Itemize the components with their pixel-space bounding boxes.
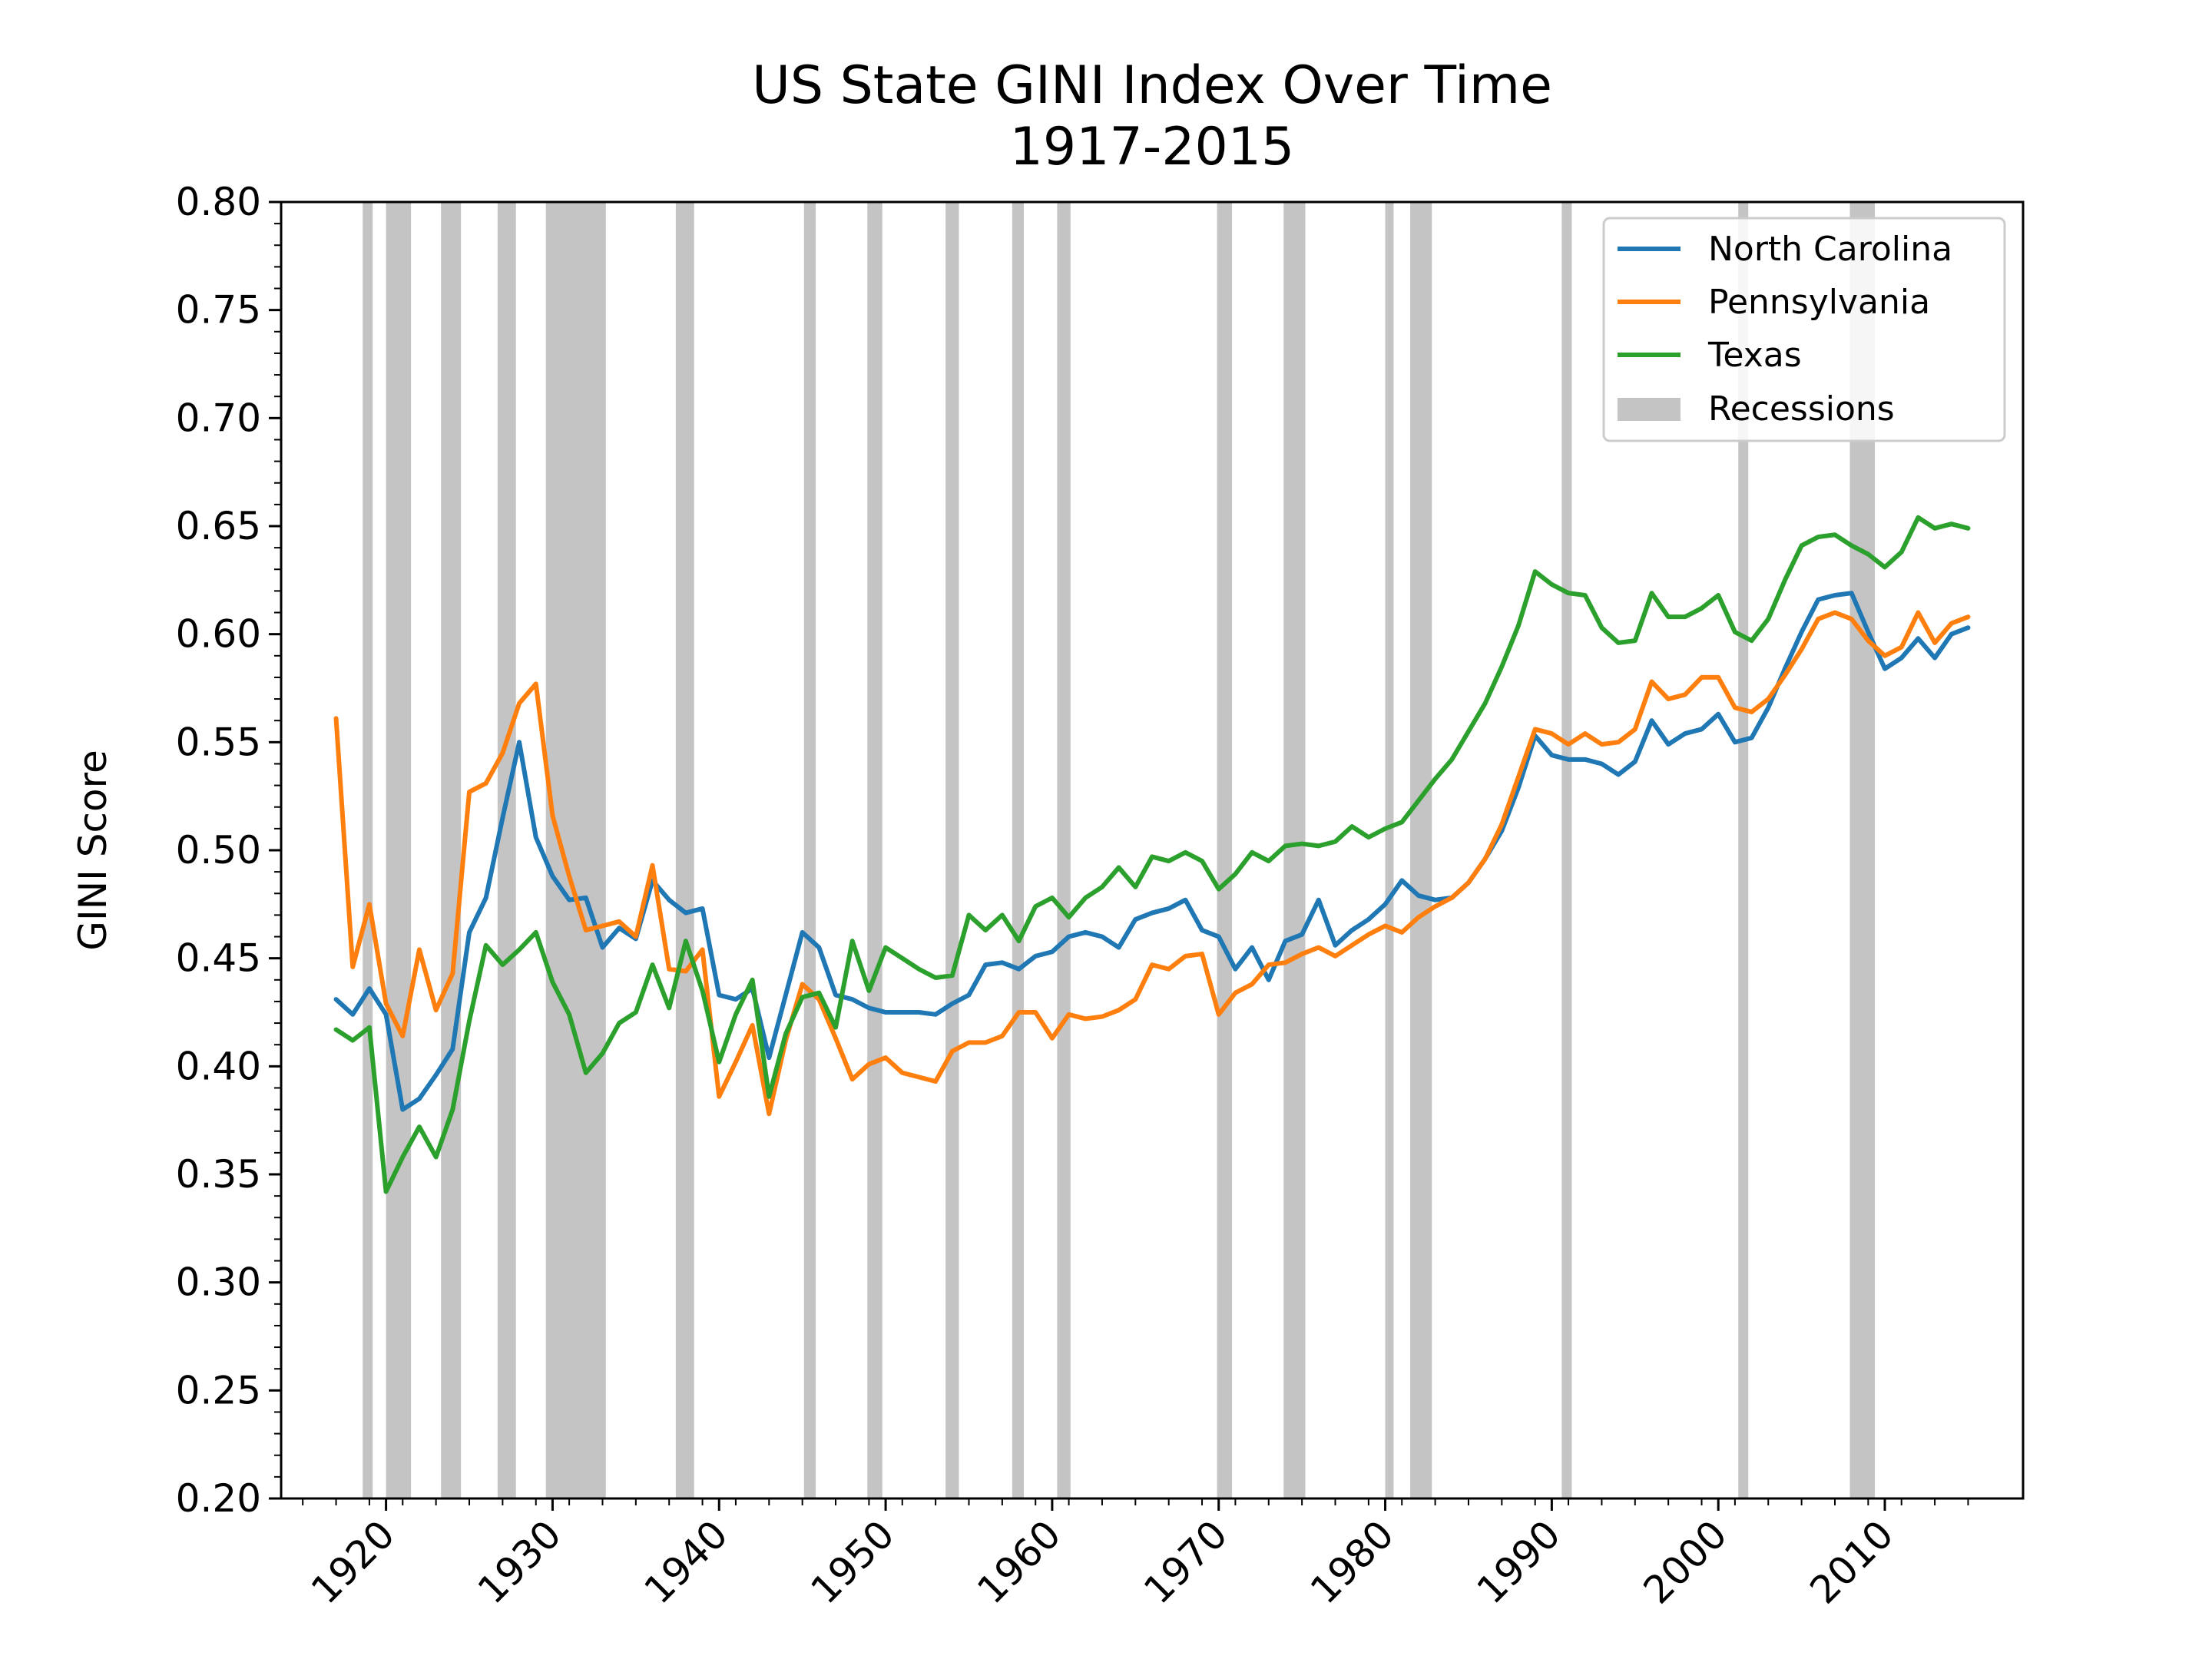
x-tick-label: 2000 (1635, 1512, 1736, 1612)
recession-band-6 (803, 202, 816, 1498)
recession-band-11 (1217, 202, 1233, 1498)
x-tick-label: 1920 (303, 1512, 403, 1612)
y-tick-label: 0.75 (176, 288, 261, 333)
y-tick-label: 0.35 (176, 1152, 261, 1197)
legend-entry-label: Texas (1707, 336, 1802, 375)
y-tick-label: 0.50 (176, 828, 261, 873)
recession-band-9 (1012, 202, 1025, 1498)
recession-band-0 (363, 202, 373, 1498)
recession-band-12 (1283, 202, 1306, 1498)
y-tick-label: 0.40 (176, 1044, 261, 1088)
recession-band-16 (1738, 202, 1749, 1498)
x-tick-label: 1940 (636, 1512, 737, 1612)
recession-band-7 (867, 202, 882, 1498)
recession-band-1 (386, 202, 412, 1498)
y-tick-label: 0.80 (176, 180, 261, 224)
y-axis: 0.20 0.25 0.30 0.35 0.40 0.45 0.50 0.55 0.60 0.65… (176, 180, 281, 1521)
recession-bands (363, 202, 1876, 1498)
y-axis-label: GINI Score (71, 750, 115, 951)
recession-band-3 (497, 202, 516, 1498)
legend-entry-label: Pennsylvania (1708, 283, 1930, 322)
x-tick-label: 2010 (1802, 1512, 1902, 1612)
x-tick-label: 1970 (1135, 1512, 1236, 1612)
x-tick-label: 1950 (803, 1512, 903, 1612)
recession-band-8 (945, 202, 959, 1498)
series-lines (333, 515, 1971, 1194)
recession-band-14 (1410, 202, 1432, 1498)
x-axis: 1920 1930 1940 1950 1960 1970 1980 1990 2000 2010 (302, 1498, 1969, 1612)
y-tick-label: 0.60 (176, 612, 261, 657)
y-tick-label: 0.65 (176, 504, 261, 548)
recession-band-10 (1057, 202, 1071, 1498)
recession-band-13 (1385, 202, 1394, 1498)
x-tick-label: 1980 (1302, 1512, 1402, 1612)
y-tick-label: 0.55 (176, 720, 261, 764)
y-tick-label: 0.70 (176, 396, 261, 440)
recession-band-4 (545, 202, 606, 1498)
y-tick-label: 0.45 (176, 936, 261, 981)
x-tick-label: 1990 (1469, 1512, 1569, 1612)
chart-title: US State GINI Index Over Time (752, 55, 1552, 116)
legend-swatch (1618, 398, 1681, 421)
recession-band-15 (1561, 202, 1572, 1498)
x-tick-label: 1960 (969, 1512, 1069, 1612)
series-line-pennsylvania (333, 610, 1971, 1117)
chart-subtitle: 1917-2015 (1010, 117, 1295, 177)
x-tick-label: 1930 (469, 1512, 570, 1612)
recession-band-2 (441, 202, 462, 1498)
legend: North Carolina Pennsylvania Texas Recession… (1602, 217, 2006, 442)
y-tick-label: 0.25 (176, 1368, 261, 1412)
legend-box (1602, 217, 2006, 442)
recession-band-5 (675, 202, 694, 1498)
series-line-texas (333, 515, 1971, 1194)
legend-entry-label: North Carolina (1708, 230, 1952, 269)
y-tick-label: 0.20 (176, 1476, 261, 1521)
legend-entry-label: Recessions (1708, 389, 1895, 429)
series-line-north-carolina (333, 591, 1971, 1112)
y-tick-label: 0.30 (176, 1260, 261, 1305)
